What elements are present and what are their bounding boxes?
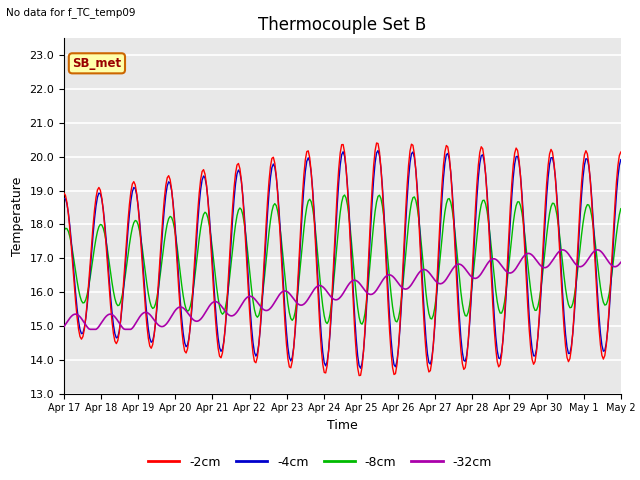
Text: SB_met: SB_met [72, 57, 122, 70]
Title: Thermocouple Set B: Thermocouple Set B [259, 16, 426, 34]
Y-axis label: Temperature: Temperature [11, 176, 24, 256]
Text: No data for f_TC_temp09: No data for f_TC_temp09 [6, 7, 136, 18]
Legend: -2cm, -4cm, -8cm, -32cm: -2cm, -4cm, -8cm, -32cm [143, 451, 497, 474]
X-axis label: Time: Time [327, 419, 358, 432]
